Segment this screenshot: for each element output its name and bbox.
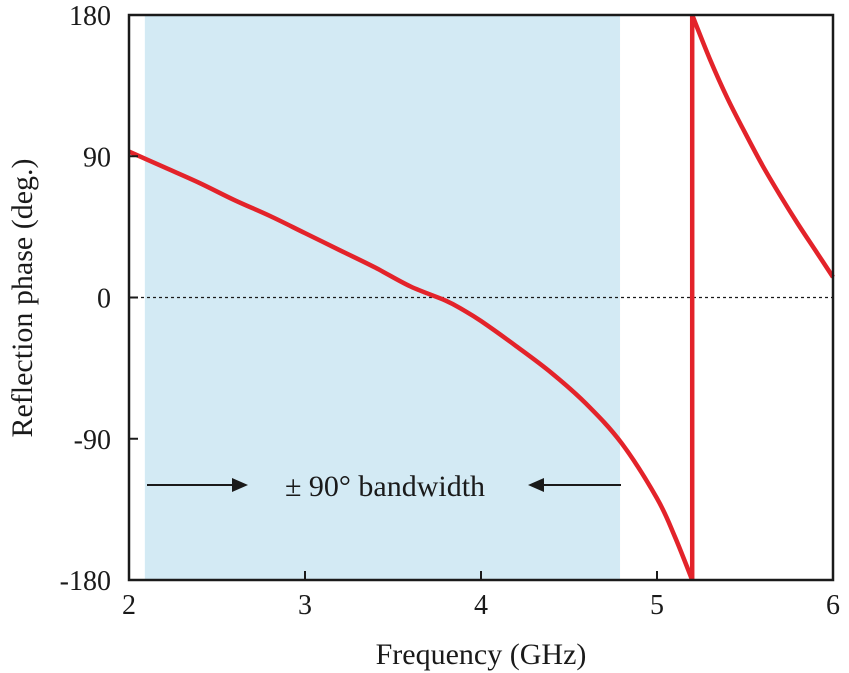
phase-curve-1 [128,149,695,581]
y-tick-label: 0 [97,284,111,315]
y-tick-label: -180 [60,566,111,597]
y-tick-label: 90 [83,142,111,173]
left-arrow-head-icon [232,478,248,492]
bandwidth-annotation: ± 90° bandwidth [147,470,621,503]
x-tick-label: 3 [298,590,312,621]
bandwidth-annotation-label: ± 90° bandwidth [285,470,485,503]
x-axis-title: Frequency (GHz) [376,638,587,671]
y-axis-title: Reflection phase (deg.) [6,158,39,437]
y-tick-label: -90 [74,425,111,456]
right-arrow-head-icon [528,478,544,492]
x-tick-label: 2 [122,590,136,621]
y-tick-label: 180 [69,1,111,32]
x-tick-label: 4 [474,590,488,621]
phase-curve-2 [690,14,835,279]
x-tick-label: 6 [826,590,840,621]
x-tick-label: 5 [650,590,664,621]
